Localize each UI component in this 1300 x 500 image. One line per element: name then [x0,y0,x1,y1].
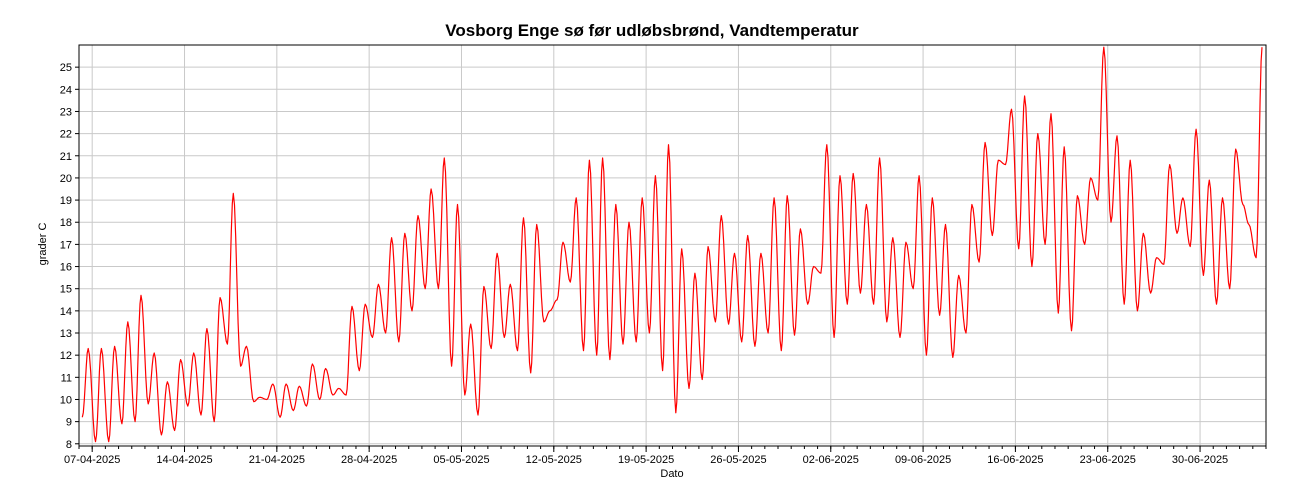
x-tick-label: 02-06-2025 [803,454,859,466]
y-tick-label: 22 [60,129,72,141]
plot-frame [78,44,1267,447]
y-axis: 8 9 10 11 12 13 14 15 16 17 18 19 20 21 22 23 24 25 [60,62,79,451]
y-tick-label: 9 [66,417,72,429]
x-tick-label: 05-05-2025 [433,454,489,466]
y-tick-label: 24 [60,84,72,96]
y-tick-label: 17 [60,239,72,251]
y-tick-label: 25 [60,62,72,74]
y-tick-label: 21 [60,151,72,163]
x-tick-label: 12-05-2025 [526,454,582,466]
series-line-water-temperature [81,46,1263,443]
y-axis-label: grader C [37,223,49,266]
y-tick-label: 20 [60,173,72,185]
x-axis-label: Dato [660,468,683,480]
y-tick-label: 19 [60,195,72,207]
x-tick-label: 28-04-2025 [341,454,397,466]
y-tick-label: 18 [60,217,72,229]
x-tick-label: 16-06-2025 [987,454,1043,466]
x-tick-label: 30-06-2025 [1172,454,1228,466]
y-tick-label: 16 [60,262,72,274]
y-tick-label: 14 [60,306,72,318]
x-tick-label: 21-04-2025 [249,454,305,466]
y-tick-label: 11 [61,372,72,384]
y-tick-label: 12 [60,350,72,362]
y-tick-label: 23 [60,106,72,118]
x-tick-label: 23-06-2025 [1080,454,1136,466]
y-tick-label: 10 [60,394,72,406]
y-tick-label: 15 [60,284,72,296]
grid [79,45,1266,446]
x-tick-label: 26-05-2025 [710,454,766,466]
x-tick-label: 09-06-2025 [895,454,951,466]
y-tick-label: 8 [66,439,72,451]
x-axis: 07-04-2025 14-04-2025 21-04-2025 28-04-2025… [64,446,1267,466]
x-tick-label: 14-04-2025 [156,454,212,466]
y-tick-label: 13 [60,328,72,340]
x-tick-label: 07-04-2025 [64,454,120,466]
chart-title: Vosborg Enge sø før udløbsbrønd, Vandtem… [445,21,859,40]
x-tick-label: 19-05-2025 [618,454,674,466]
